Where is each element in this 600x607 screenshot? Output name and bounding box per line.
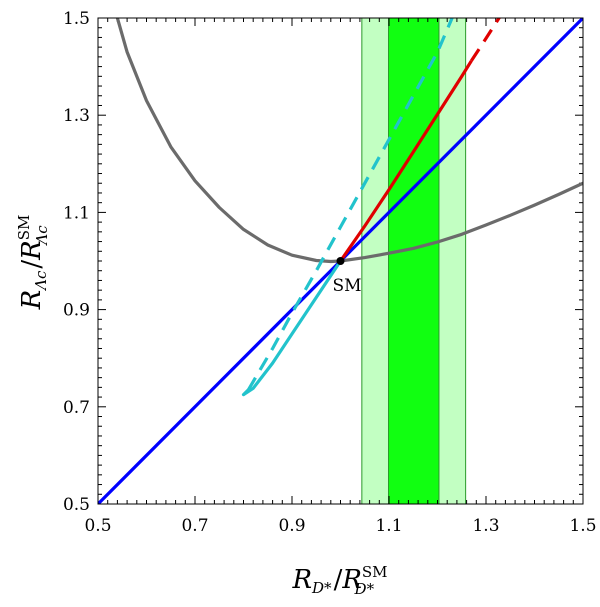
x-tick-label: 0.7	[181, 516, 208, 536]
y-axis-title: RΛc/RSMΛc	[15, 215, 51, 311]
y-axis-title-sup2: SM	[15, 215, 33, 241]
x-tick-label: 1.1	[375, 516, 402, 536]
series-red-solid	[339, 59, 473, 262]
sm-label: SM	[333, 276, 362, 296]
y-axis-title-main: R	[17, 290, 47, 311]
series-red-dashed	[470, 18, 501, 62]
x-axis-title-sup2: SM	[362, 563, 388, 581]
y-axis-title-sub2: Λc	[33, 225, 51, 247]
y-axis-title-sep: /	[17, 260, 47, 269]
y-tick-label: 1.1	[63, 203, 90, 223]
y-tick-label: 0.7	[63, 398, 90, 418]
plot-frame	[97, 17, 584, 505]
series-cyan-solid	[241, 260, 342, 397]
y-tick-label: 1.3	[63, 106, 90, 126]
y-tick-label: 0.5	[63, 495, 90, 515]
y-tick-label: 0.9	[63, 301, 90, 321]
x-axis-title-sep: /	[334, 565, 343, 595]
y-axis-title-main2: R	[17, 240, 47, 261]
series-cyan-dashed	[247, 18, 454, 391]
x-axis-title-main: R	[291, 565, 312, 595]
x-axis-title: RD*/RSM D*	[291, 563, 387, 598]
band-1	[388, 18, 440, 504]
x-tick-label: 0.9	[278, 516, 305, 536]
sm-layer: SM	[333, 257, 362, 296]
series-gray-curve	[115, 18, 583, 264]
x-tick-label: 0.5	[84, 516, 111, 536]
x-axis-title-sub: D*	[311, 579, 332, 597]
x-axis-title-sub2: D*	[354, 580, 375, 598]
sm-point	[336, 257, 345, 265]
bands-layer	[361, 18, 467, 504]
y-tick-label: 1.5	[63, 9, 90, 29]
ticks-layer	[97, 17, 584, 505]
y-axis-title-sub: Λc	[32, 270, 50, 292]
x-tick-label: 1.5	[569, 516, 596, 536]
x-axis-title-main2: R	[341, 565, 362, 595]
x-tick-label: 1.3	[472, 516, 499, 536]
tick-labels-layer: 0.5 0.7 0.9 1.1 1.3 1.5 0.5 0.7 0.9 1.1 1.3 1.5	[63, 9, 597, 536]
